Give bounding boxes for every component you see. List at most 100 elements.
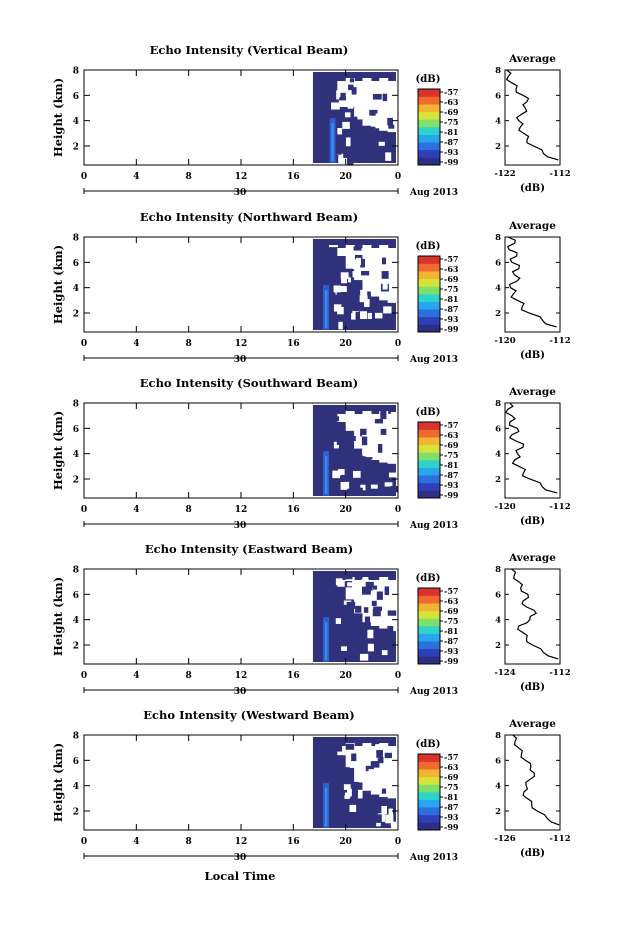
x-tick-label: 16 xyxy=(287,339,300,349)
average-x-tick-label: -124 xyxy=(494,668,515,678)
average-y-tick-label: 2 xyxy=(495,807,501,817)
echo-speckle xyxy=(345,137,351,147)
echo-speckle xyxy=(370,761,380,768)
average-profile-line xyxy=(504,402,558,494)
colorbar-swatch xyxy=(418,294,440,302)
echo-speckle xyxy=(344,792,351,799)
x-tick-label: 20 xyxy=(339,671,352,681)
echo-speckle xyxy=(339,106,347,112)
echo-speckle xyxy=(381,257,387,265)
y-tick-label: 8 xyxy=(73,67,79,77)
average-x-label: (dB) xyxy=(520,682,545,693)
echo-speckle xyxy=(365,765,374,772)
echo-speckle xyxy=(381,271,389,279)
colorbar-frame xyxy=(417,753,441,831)
y-axis-label: Height (km) xyxy=(51,577,65,656)
echo-speckle xyxy=(347,156,354,166)
bright-echo-core xyxy=(324,622,328,660)
echo-speckle xyxy=(332,622,339,630)
echo-speckle xyxy=(378,141,385,146)
colorbar-swatch xyxy=(418,588,440,596)
echo-speckle xyxy=(384,586,390,596)
average-y-tick-label: 2 xyxy=(495,641,501,651)
echo-speckle xyxy=(350,116,358,123)
echo-speckle xyxy=(387,117,393,126)
echo-speckle xyxy=(368,769,377,775)
echo-speckle xyxy=(370,475,378,484)
colorbar-swatch xyxy=(418,633,440,642)
y-tick-label: 6 xyxy=(73,259,79,269)
colorbar-tick-label: -57 xyxy=(444,586,458,596)
colorbar-swatch xyxy=(418,324,440,333)
echo-speckle xyxy=(374,418,383,424)
colorbar-tick-label: -99 xyxy=(444,822,459,832)
no-echo-gap xyxy=(345,577,355,600)
echo-speckle xyxy=(379,292,388,298)
average-y-tick-label: 4 xyxy=(495,782,501,792)
colorbar-tick-label: -57 xyxy=(444,752,458,762)
echo-speckle xyxy=(360,484,366,491)
colorbar-tick-label: -75 xyxy=(444,450,458,460)
colorbar-tick-label: -63 xyxy=(444,97,459,107)
average-title: Average xyxy=(508,53,556,65)
echo-speckle xyxy=(338,425,344,434)
colorbar-swatch xyxy=(418,467,440,476)
echo-speckle xyxy=(365,450,375,458)
colorbar-tick-label: -63 xyxy=(444,596,459,606)
colorbar-tick-label: -69 xyxy=(444,107,459,117)
no-echo-gap xyxy=(337,414,347,422)
x-tick-label: 8 xyxy=(186,172,192,182)
echo-speckle xyxy=(351,87,357,95)
no-echo-gap xyxy=(354,81,364,120)
echo-speckle xyxy=(360,811,370,817)
echo-speckle xyxy=(388,808,393,818)
colorbar-swatch xyxy=(418,648,440,657)
x-tick-label: 4 xyxy=(133,339,139,349)
colorbar-swatch xyxy=(418,316,440,325)
average-y-tick-label: 8 xyxy=(495,233,501,243)
no-echo-gap xyxy=(370,414,380,460)
colorbar-swatch xyxy=(418,626,440,634)
average-y-tick-label: 4 xyxy=(495,284,501,294)
colorbar-swatch xyxy=(418,610,440,619)
echo-speckle xyxy=(390,821,396,826)
average-frame xyxy=(504,402,561,499)
colorbar-swatch xyxy=(418,422,440,430)
colorbar-swatch xyxy=(418,437,440,446)
colorbar-swatch xyxy=(418,444,440,453)
average-profile-line xyxy=(511,568,559,660)
colorbar-tick-label: -81 xyxy=(444,127,458,137)
echo-speckle xyxy=(380,428,387,435)
echo-speckle xyxy=(339,97,347,104)
colorbar-tick-label: -75 xyxy=(444,616,458,626)
echo-speckle xyxy=(341,646,347,651)
echo-speckle xyxy=(365,581,374,588)
panel-title: Echo Intensity (Southward Beam) xyxy=(140,376,358,390)
echo-speckle xyxy=(375,783,383,790)
no-echo-gap xyxy=(370,248,380,297)
colorbar-tick-label: -57 xyxy=(444,87,458,97)
echo-speckle xyxy=(375,643,384,650)
average-y-tick-label: 8 xyxy=(495,731,501,741)
x-tick-label: 0 xyxy=(81,671,87,681)
no-echo-gap xyxy=(387,248,397,303)
colorbar-tick-label: -99 xyxy=(444,157,459,167)
colorbar-swatch xyxy=(418,104,440,113)
echo-speckle xyxy=(337,128,343,135)
colorbar-swatch xyxy=(418,278,440,287)
echo-speckle xyxy=(361,270,370,276)
echo-speckle xyxy=(340,457,346,463)
echo-speckle xyxy=(387,610,397,616)
average-title: Average xyxy=(508,220,556,232)
average-frame xyxy=(504,69,561,166)
echo-speckle xyxy=(335,578,343,586)
y-tick-label: 8 xyxy=(73,732,79,742)
average-title: Average xyxy=(508,386,556,398)
average-profile-panel: Average 2 4 6 8 -120 -112 (dB) xyxy=(494,386,570,527)
y-tick-label: 6 xyxy=(73,92,79,102)
echo-speckle xyxy=(363,298,370,307)
colorbar-swatch xyxy=(418,127,440,135)
average-frame xyxy=(504,568,561,665)
no-echo-gap xyxy=(387,414,397,464)
echo-speckle xyxy=(348,84,354,91)
